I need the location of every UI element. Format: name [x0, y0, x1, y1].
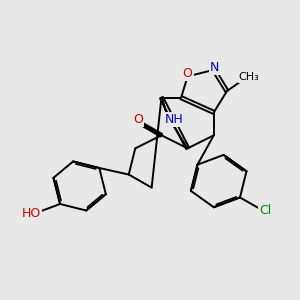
Text: O: O — [183, 67, 193, 80]
Text: CH₃: CH₃ — [239, 72, 260, 82]
Text: HO: HO — [22, 207, 41, 220]
Text: NH: NH — [164, 113, 183, 126]
Text: O: O — [133, 113, 143, 126]
Text: Cl: Cl — [260, 204, 272, 217]
Text: N: N — [210, 61, 219, 74]
